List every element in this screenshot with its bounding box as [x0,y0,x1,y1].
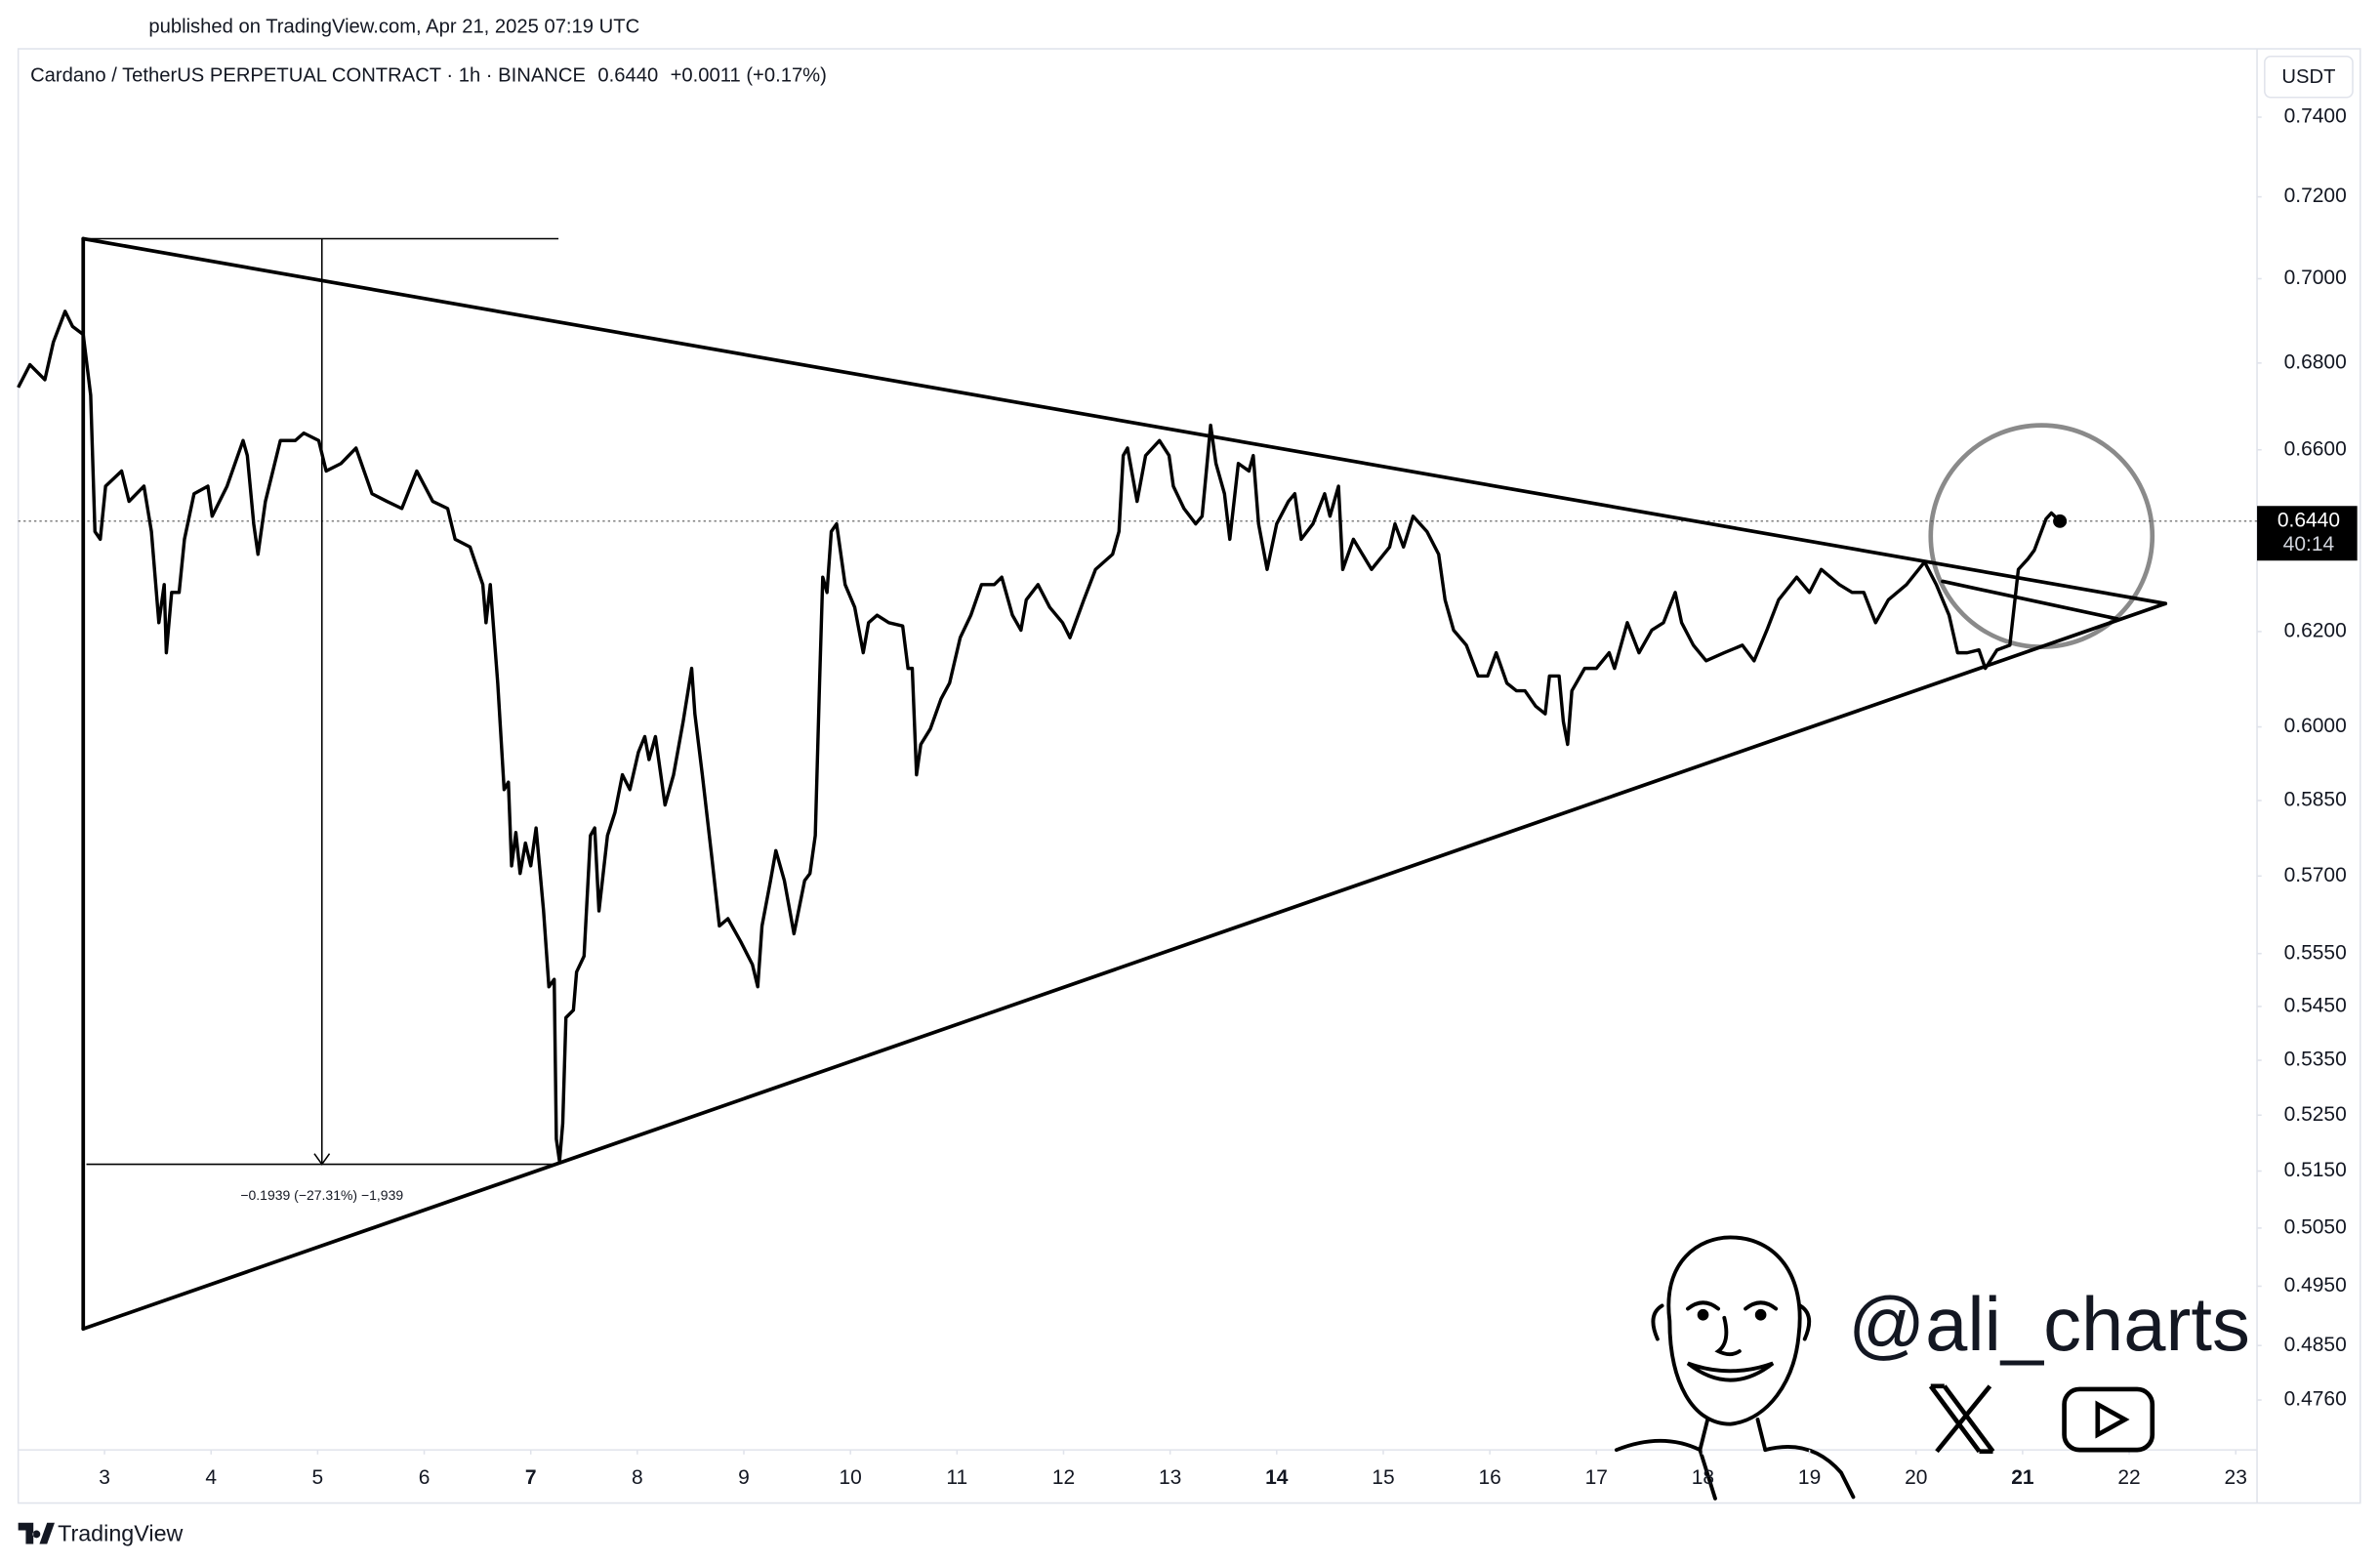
plot-layer: 0.7400 0.7200 0.7000 0.6800 0.6600 0.6200 0.60… [17,105,2358,1489]
y-tick-label: 0.7200 [2284,185,2347,207]
x-tick-label: 19 [1798,1466,1821,1489]
x-tick-label: 9 [738,1466,750,1489]
x-tick-label: 5 [312,1466,324,1489]
price-line [17,309,2062,1164]
y-tick-label: 0.5150 [2284,1159,2347,1181]
header-change: +0.0011 (+0.17%) [671,64,827,86]
y-tick-label: 0.6800 [2284,350,2347,373]
x-tick-label: 13 [1159,1466,1181,1489]
trendline [1941,579,2119,621]
x-logo [1928,1383,1995,1455]
x-tick-label: 8 [632,1466,643,1489]
last-point [2053,514,2068,528]
x-tick-label: 22 [2117,1466,2140,1489]
measure-label: −0.1939 (−27.31%) −1,939 [240,1187,403,1203]
y-tick-label: 0.5850 [2284,789,2347,811]
x-tick-label: 4 [205,1466,217,1489]
x-tick-label: 23 [2225,1466,2247,1489]
y-tick-label: 0.4760 [2284,1388,2347,1411]
y-tick-label: 0.5050 [2284,1215,2347,1238]
x-tick-label: 14 [1265,1466,1289,1489]
y-tick-label: 0.5700 [2284,864,2347,886]
currency-box[interactable] [2264,56,2354,99]
x-tick-label: 3 [99,1466,110,1489]
currency[interactable]: USDT [2281,66,2335,88]
x-tick-label: 6 [419,1466,431,1489]
y-tick-label: 0.4850 [2284,1334,2347,1356]
tv-logo-mark [18,1522,55,1544]
y-tick-label: 0.7000 [2284,267,2347,289]
published: published on TradingView.com, Apr 21, 20… [148,17,639,38]
x-tick-label: 17 [1585,1466,1608,1489]
x-tick-label: 10 [840,1466,862,1489]
x-tick-label: 21 [2011,1466,2034,1489]
youtube-logo [2062,1386,2155,1453]
watermark-handle: @ali_charts [1848,1283,2250,1367]
price-countdown: 40:14 [2283,533,2335,556]
x-tick-label: 7 [525,1466,537,1489]
y-tick-label: 0.5350 [2284,1049,2347,1071]
price-tag [2257,506,2358,561]
x-tick-label: 11 [946,1466,967,1489]
price-tag-label: 0.6440 [2277,509,2340,531]
trendline [81,601,2168,1331]
y-tick-label: 0.5550 [2284,941,2347,964]
x-tick-label: 18 [1692,1466,1714,1489]
trendline [81,236,2168,606]
x-tick-label: 16 [1478,1466,1500,1489]
chart-frame [17,48,2361,1504]
y-tick-label: 0.6000 [2284,715,2347,737]
y-tick-label: 0.6200 [2284,619,2347,641]
header-price: 0.6440 [597,64,658,86]
y-tick-label: 0.5250 [2284,1103,2347,1126]
watermark-avatar [1614,1235,1856,1501]
y-tick-label: 0.4950 [2284,1274,2347,1296]
y-tick-label: 0.5450 [2284,994,2347,1016]
y-tick-label: 0.7400 [2284,105,2347,128]
x-tick-label: 12 [1052,1466,1075,1489]
tv-logo: TradingView [58,1520,183,1545]
x-tick-label: 20 [1905,1466,1927,1489]
x-tick-label: 15 [1372,1466,1394,1489]
measure-arrowhead [313,1153,331,1166]
y-tick-label: 0.6600 [2284,437,2347,460]
chart-title: Cardano / TetherUS PERPETUAL CONTRACT · … [30,64,586,86]
